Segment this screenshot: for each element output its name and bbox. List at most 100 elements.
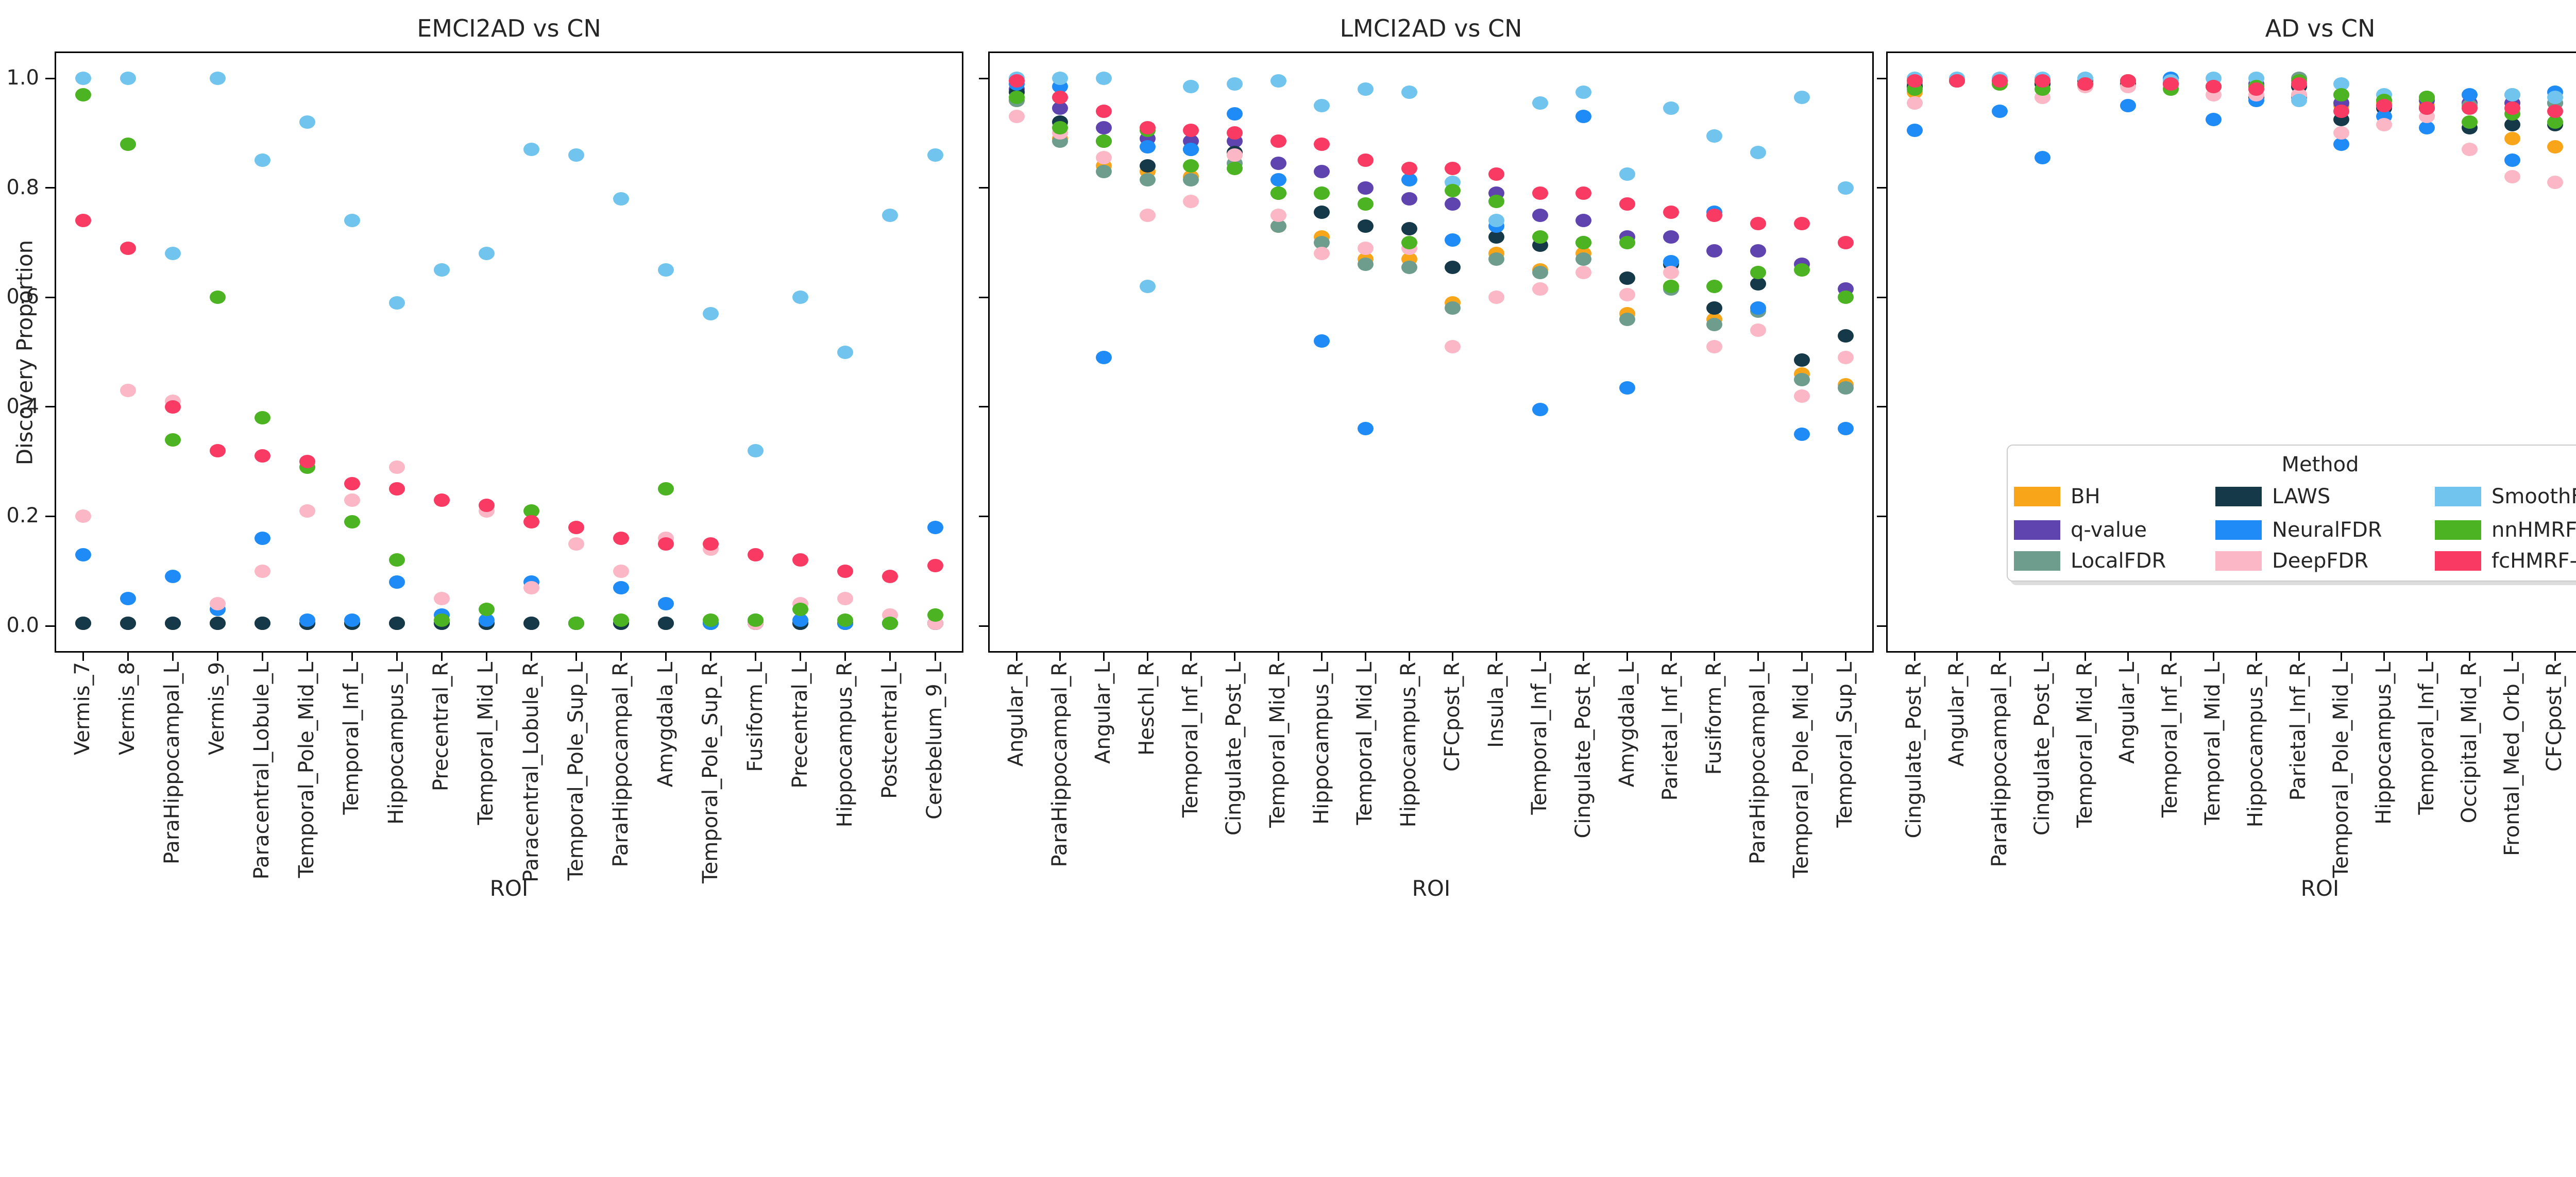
data-point bbox=[837, 564, 854, 578]
x-tick bbox=[2426, 653, 2428, 661]
x-tick-label: Temporal_Inf_L bbox=[2414, 662, 2438, 815]
data-point bbox=[613, 581, 630, 594]
x-tick-label: ParaHippocampal_R bbox=[1047, 662, 1072, 867]
data-point bbox=[658, 597, 674, 611]
data-point bbox=[1095, 134, 1112, 148]
data-point bbox=[164, 433, 181, 447]
data-point bbox=[1008, 110, 1025, 124]
data-point bbox=[254, 531, 270, 545]
y-tick-label: 0.4 bbox=[6, 394, 39, 418]
data-point bbox=[1793, 91, 1810, 105]
data-point bbox=[523, 581, 540, 594]
data-point bbox=[837, 345, 854, 359]
data-point bbox=[433, 263, 450, 277]
data-point bbox=[1906, 74, 1923, 88]
x-tick bbox=[889, 653, 891, 661]
panel-title-ad: AD vs CN bbox=[2265, 14, 2376, 42]
y-tick bbox=[979, 625, 988, 627]
data-point bbox=[388, 296, 405, 310]
data-point bbox=[164, 247, 181, 261]
x-tick-label: Temporal_Sup_L bbox=[1833, 662, 1857, 828]
data-point bbox=[1095, 151, 1112, 165]
x-tick-label: Cingulate_Post_R bbox=[1902, 662, 1926, 839]
legend-title: Method bbox=[2281, 453, 2359, 476]
x-tick-label: Temporal_Inf_R bbox=[1178, 662, 1202, 818]
x-tick-label: Hippocampus_L bbox=[384, 662, 409, 825]
data-point bbox=[1750, 301, 1767, 315]
data-point bbox=[1663, 266, 1679, 280]
data-point bbox=[1532, 266, 1548, 280]
data-point bbox=[254, 411, 270, 425]
data-point bbox=[523, 515, 540, 529]
data-point bbox=[2077, 77, 2094, 91]
data-point bbox=[299, 613, 315, 627]
data-point bbox=[75, 214, 91, 228]
data-point bbox=[1270, 156, 1286, 170]
data-point bbox=[1314, 137, 1330, 151]
data-point bbox=[837, 613, 854, 627]
x-tick-label: Postcentral_L bbox=[877, 662, 902, 799]
y-tick bbox=[45, 296, 55, 298]
data-point bbox=[344, 476, 360, 490]
data-point bbox=[1837, 329, 1854, 343]
data-point bbox=[1314, 247, 1330, 261]
data-point bbox=[1357, 197, 1374, 211]
data-point bbox=[613, 531, 630, 545]
data-point bbox=[1750, 266, 1767, 280]
data-point bbox=[209, 291, 226, 304]
x-tick bbox=[306, 653, 308, 661]
data-point bbox=[748, 613, 764, 627]
x-tick-label: CFCpost_R bbox=[2543, 662, 2567, 772]
x-tick-label: Angular_R bbox=[1944, 662, 1969, 767]
data-point bbox=[568, 537, 585, 551]
legend-swatch-DeepFDR bbox=[2215, 551, 2262, 571]
data-point bbox=[75, 548, 91, 561]
data-point bbox=[1139, 140, 1156, 153]
data-point bbox=[882, 616, 899, 630]
x-tick bbox=[800, 653, 802, 661]
data-point bbox=[2333, 126, 2350, 140]
x-tick-label: Parietal_Inf_R bbox=[1658, 662, 1683, 801]
x-tick-label: Heschl_R bbox=[1135, 662, 1159, 756]
data-point bbox=[1052, 72, 1069, 85]
data-point bbox=[1445, 183, 1461, 197]
data-point bbox=[1270, 173, 1286, 186]
data-point bbox=[1139, 159, 1156, 173]
data-point bbox=[1314, 164, 1330, 178]
data-point bbox=[1445, 233, 1461, 247]
data-point bbox=[1837, 235, 1854, 249]
data-point bbox=[120, 72, 136, 85]
data-point bbox=[1992, 74, 2008, 88]
x-tick-label: Cerebelum_9_L bbox=[923, 662, 946, 820]
data-point bbox=[2547, 104, 2563, 118]
x-tick bbox=[216, 653, 218, 661]
data-point bbox=[254, 153, 270, 167]
legend-label-DeepFDR: DeepFDR bbox=[2272, 549, 2369, 573]
x-tick-label: Temporal_Mid_R bbox=[2073, 662, 2097, 828]
data-point bbox=[658, 616, 674, 630]
data-point bbox=[1750, 145, 1767, 159]
x-tick-label: Paracentral_Lobule_R bbox=[519, 662, 543, 882]
x-tick bbox=[127, 653, 129, 661]
x-tick bbox=[1277, 653, 1279, 661]
x-tick bbox=[2298, 653, 2300, 661]
data-point bbox=[1183, 143, 1199, 157]
plot-area-emci2ad bbox=[55, 52, 963, 653]
panel-title-lmci2ad: LMCI2AD vs CN bbox=[1340, 14, 1522, 42]
data-point bbox=[927, 148, 943, 162]
x-tick bbox=[2469, 653, 2471, 661]
data-point bbox=[1837, 291, 1854, 304]
x-tick bbox=[2554, 653, 2556, 661]
data-point bbox=[2120, 74, 2136, 88]
data-point bbox=[299, 115, 315, 129]
data-point bbox=[299, 504, 315, 518]
x-tick bbox=[1844, 653, 1846, 661]
legend-swatch-nnHMRF-LIS bbox=[2435, 520, 2481, 540]
data-point bbox=[1488, 167, 1505, 181]
y-tick bbox=[45, 77, 55, 79]
data-point bbox=[1532, 282, 1548, 296]
x-tick bbox=[2084, 653, 2087, 661]
y-tick bbox=[1877, 406, 1886, 408]
data-point bbox=[2205, 112, 2222, 126]
data-point bbox=[1139, 121, 1156, 134]
